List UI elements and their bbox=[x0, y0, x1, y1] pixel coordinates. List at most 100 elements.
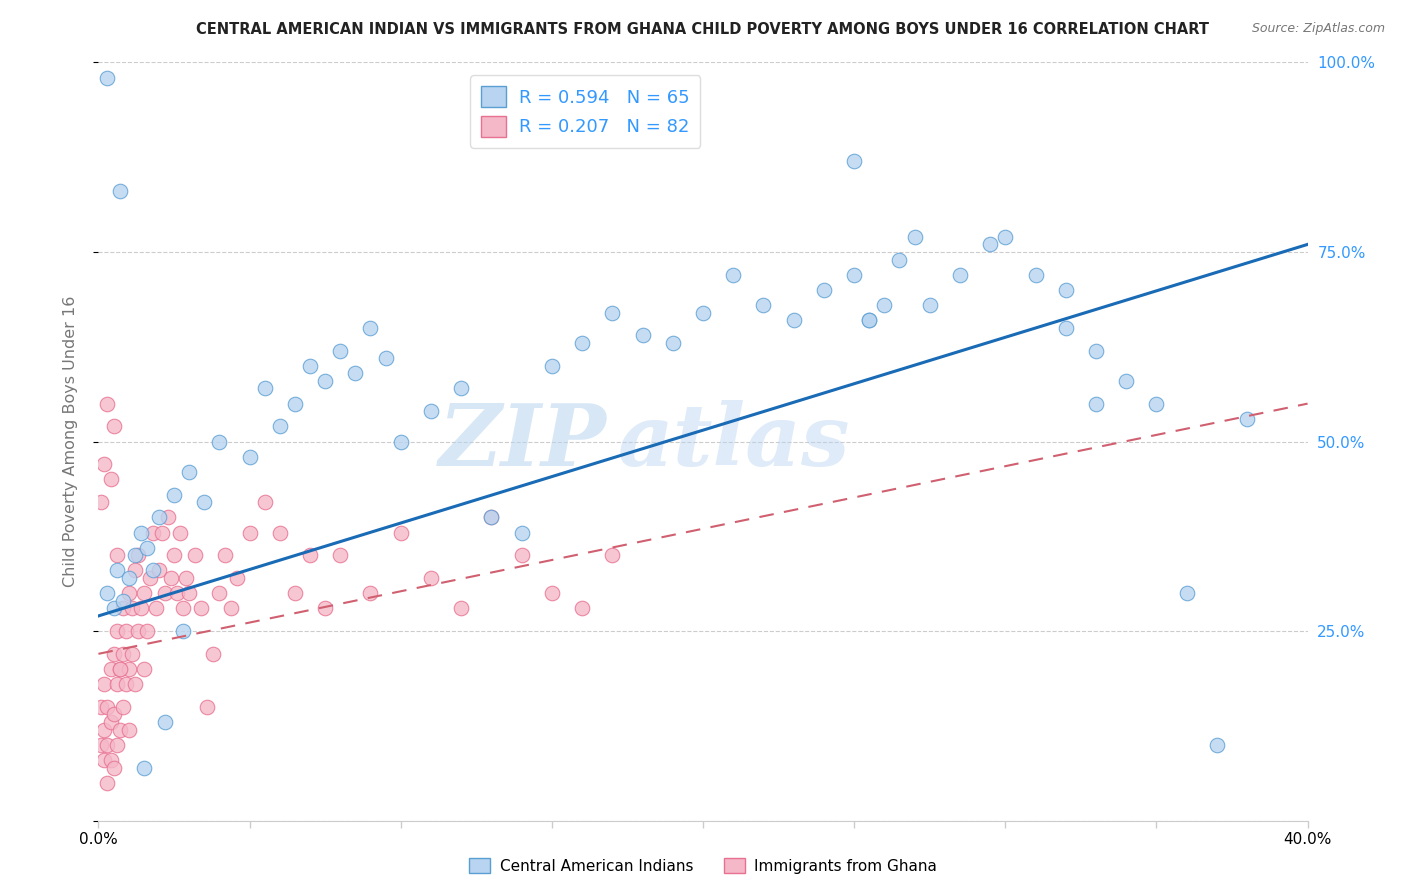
Point bbox=[889, 252, 911, 267]
Point bbox=[105, 548, 128, 563]
Point bbox=[103, 601, 125, 615]
Point bbox=[1206, 738, 1229, 752]
Point bbox=[111, 601, 134, 615]
Point bbox=[253, 495, 276, 509]
Point bbox=[121, 601, 143, 615]
Point bbox=[118, 586, 141, 600]
Point bbox=[153, 586, 176, 600]
Text: ZIP: ZIP bbox=[439, 400, 606, 483]
Point bbox=[692, 305, 714, 319]
Point bbox=[389, 525, 412, 540]
Y-axis label: Child Poverty Among Boys Under 16: Child Poverty Among Boys Under 16 bbox=[63, 296, 77, 587]
Point bbox=[1144, 396, 1167, 410]
Point bbox=[111, 594, 134, 608]
Point bbox=[142, 525, 165, 540]
Point bbox=[1054, 283, 1077, 297]
Point bbox=[96, 699, 118, 714]
Point bbox=[124, 564, 146, 578]
Point bbox=[179, 586, 201, 600]
Point bbox=[813, 283, 835, 297]
Point bbox=[93, 753, 115, 767]
Point bbox=[114, 624, 136, 639]
Point bbox=[450, 601, 472, 615]
Point bbox=[103, 647, 125, 661]
Point bbox=[661, 335, 683, 350]
Point bbox=[844, 153, 866, 168]
Point bbox=[105, 677, 128, 691]
Point bbox=[124, 677, 146, 691]
Point bbox=[142, 564, 165, 578]
Text: CENTRAL AMERICAN INDIAN VS IMMIGRANTS FROM GHANA CHILD POVERTY AMONG BOYS UNDER : CENTRAL AMERICAN INDIAN VS IMMIGRANTS FR… bbox=[197, 22, 1209, 37]
Point bbox=[184, 548, 207, 563]
Point bbox=[118, 723, 141, 737]
Point bbox=[299, 548, 322, 563]
Point bbox=[221, 601, 243, 615]
Point bbox=[904, 229, 927, 244]
Point bbox=[132, 662, 155, 676]
Point bbox=[108, 662, 131, 676]
Point bbox=[96, 776, 118, 790]
Point bbox=[132, 760, 155, 774]
Point bbox=[314, 601, 336, 615]
Point bbox=[90, 738, 112, 752]
Point bbox=[979, 237, 1001, 252]
Point bbox=[374, 351, 396, 366]
Point bbox=[481, 510, 503, 524]
Point bbox=[108, 184, 131, 198]
Point bbox=[571, 335, 593, 350]
Point bbox=[145, 601, 167, 615]
Point bbox=[160, 571, 183, 585]
Point bbox=[129, 525, 152, 540]
Point bbox=[420, 404, 443, 418]
Point bbox=[96, 70, 118, 85]
Point bbox=[139, 571, 162, 585]
Point bbox=[108, 723, 131, 737]
Point bbox=[100, 715, 122, 730]
Legend: R = 0.594   N = 65, R = 0.207   N = 82: R = 0.594 N = 65, R = 0.207 N = 82 bbox=[470, 75, 700, 148]
Point bbox=[135, 541, 157, 555]
Point bbox=[226, 571, 249, 585]
Point bbox=[510, 525, 533, 540]
Point bbox=[172, 624, 194, 639]
Text: Source: ZipAtlas.com: Source: ZipAtlas.com bbox=[1251, 22, 1385, 36]
Point bbox=[1024, 268, 1046, 282]
Point bbox=[169, 525, 191, 540]
Point bbox=[239, 450, 262, 464]
Point bbox=[179, 465, 201, 479]
Point bbox=[174, 571, 197, 585]
Point bbox=[783, 313, 806, 327]
Point bbox=[214, 548, 236, 563]
Point bbox=[96, 396, 118, 410]
Point bbox=[571, 601, 593, 615]
Point bbox=[127, 548, 149, 563]
Point bbox=[172, 601, 194, 615]
Point bbox=[284, 586, 307, 600]
Point bbox=[314, 374, 336, 388]
Point bbox=[153, 715, 176, 730]
Point bbox=[269, 525, 291, 540]
Point bbox=[540, 586, 562, 600]
Point bbox=[118, 571, 141, 585]
Point bbox=[602, 305, 624, 319]
Point bbox=[132, 586, 155, 600]
Point bbox=[344, 366, 367, 380]
Point bbox=[129, 601, 152, 615]
Point bbox=[93, 677, 115, 691]
Point bbox=[752, 298, 775, 312]
Point bbox=[208, 434, 231, 449]
Point bbox=[631, 328, 654, 343]
Point bbox=[420, 571, 443, 585]
Point bbox=[858, 313, 880, 327]
Point bbox=[100, 753, 122, 767]
Point bbox=[1085, 396, 1108, 410]
Point bbox=[135, 624, 157, 639]
Point bbox=[111, 647, 134, 661]
Point bbox=[329, 548, 352, 563]
Point bbox=[124, 548, 146, 563]
Point bbox=[96, 738, 118, 752]
Text: atlas: atlas bbox=[619, 400, 851, 483]
Point bbox=[389, 434, 412, 449]
Point bbox=[114, 677, 136, 691]
Point bbox=[105, 738, 128, 752]
Point bbox=[166, 586, 188, 600]
